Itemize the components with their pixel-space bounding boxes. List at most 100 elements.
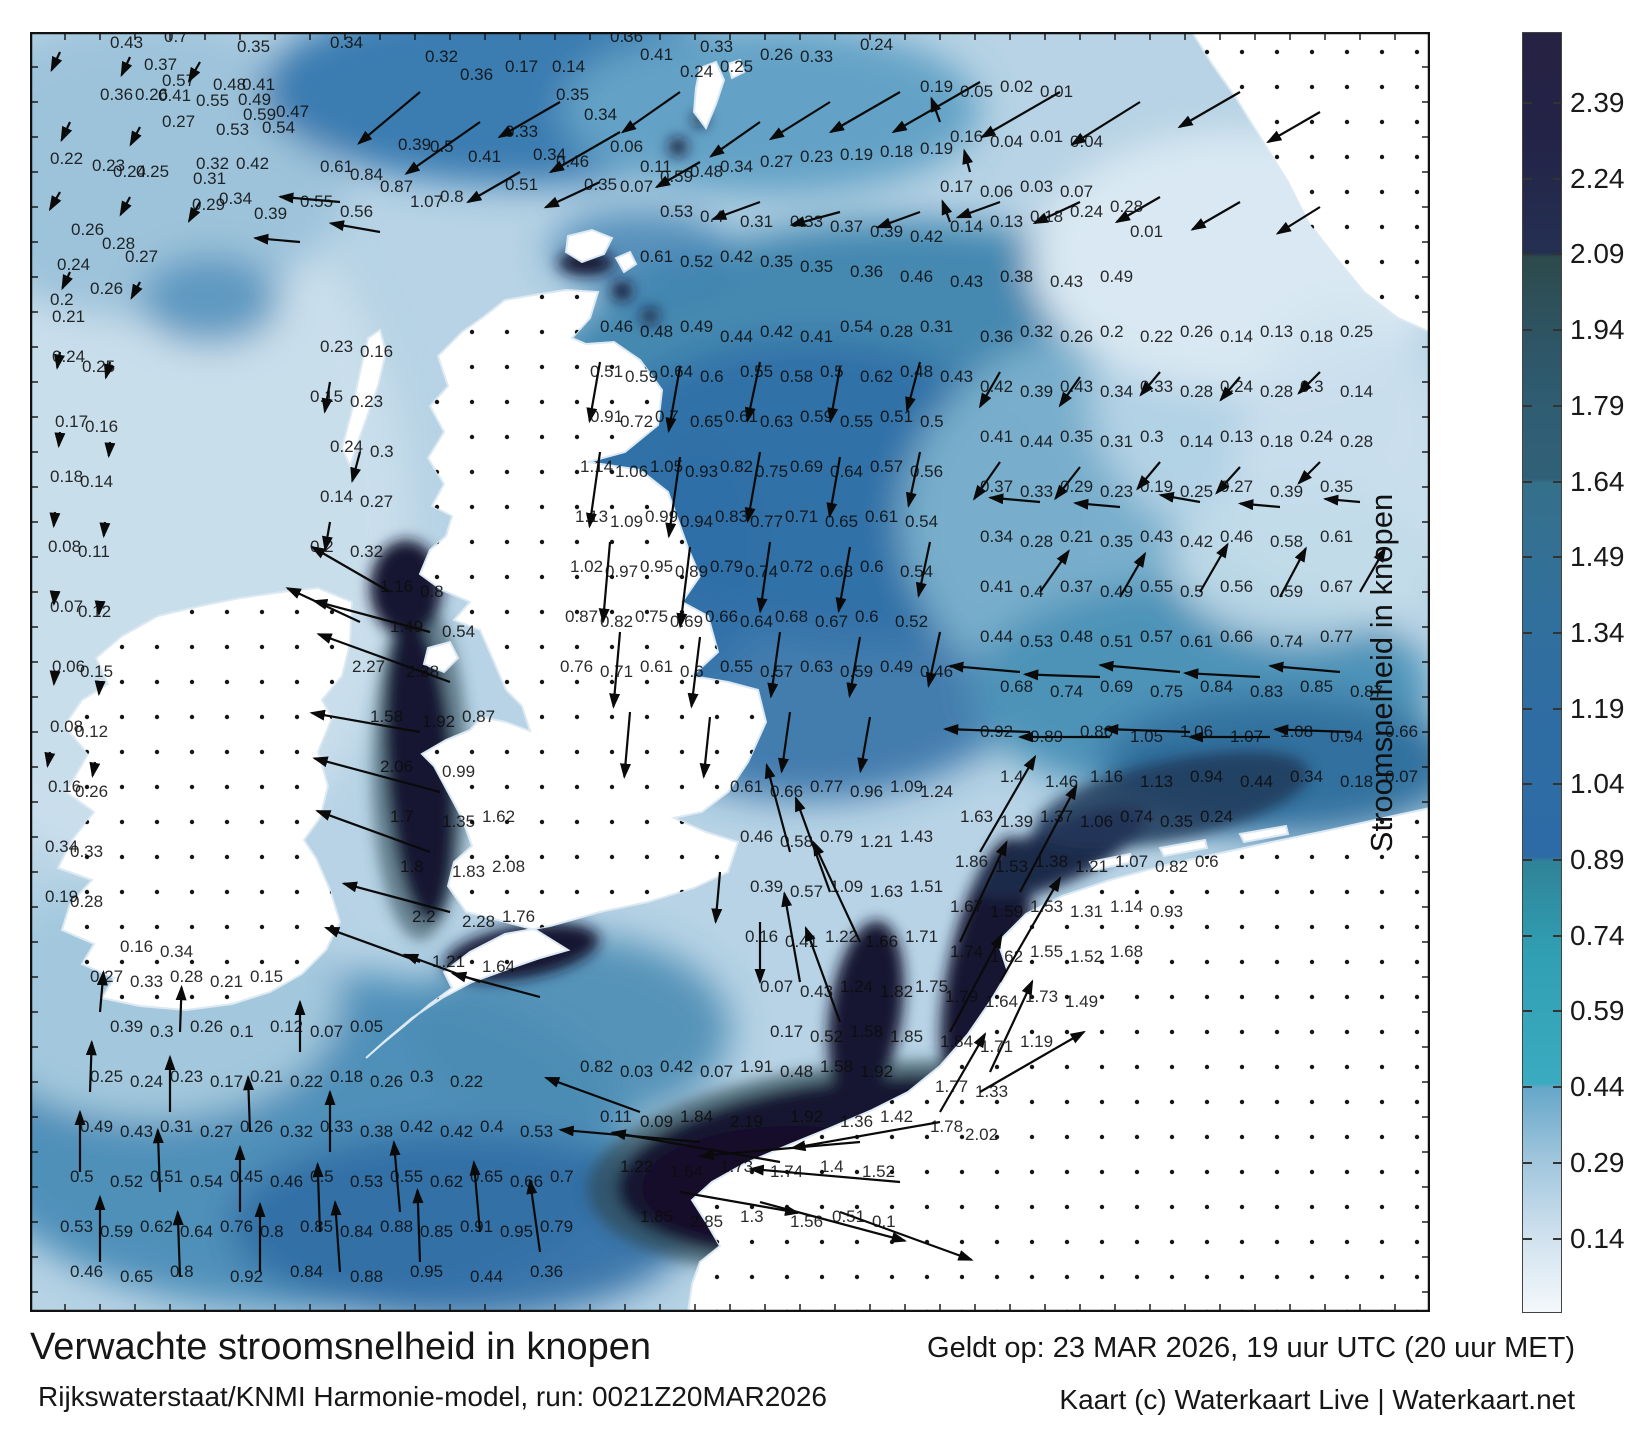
speed-value: 0.12	[78, 602, 111, 621]
speed-value: 0.01	[1030, 127, 1063, 146]
speed-value: 0.17	[210, 1072, 243, 1091]
colorbar-tick	[1553, 1237, 1562, 1240]
current-arrow	[103, 361, 115, 380]
current-arrow	[94, 680, 106, 697]
speed-value: 0.42	[980, 377, 1013, 396]
speed-value: 0.67	[815, 612, 848, 631]
current-arrow	[1297, 461, 1321, 485]
speed-value: 1.52	[1070, 947, 1103, 966]
speed-value: 0.82	[600, 612, 633, 631]
speed-value: 0.95	[410, 1262, 443, 1281]
speed-value: 1.62	[990, 947, 1023, 966]
speed-value: 0.48	[690, 162, 723, 181]
speed-value: 0.76	[560, 657, 593, 676]
current-arrow	[469, 1160, 482, 1233]
speed-value: 0.43	[1060, 377, 1093, 396]
speed-value: 0.84	[350, 165, 383, 184]
speed-value: 0.46	[270, 1172, 303, 1191]
speed-value: 0.42	[760, 322, 793, 341]
current-arrow	[948, 661, 1021, 674]
speed-value: 0.53	[1020, 632, 1053, 651]
current-arrow	[610, 1129, 781, 1164]
speed-value: 1.4	[1000, 767, 1024, 786]
speed-value: 0.74	[745, 562, 778, 581]
speed-value: 0.28	[1110, 197, 1143, 216]
speed-value: 0.66	[705, 607, 738, 626]
speed-value: 0.59	[100, 1222, 133, 1241]
current-arrow	[328, 220, 381, 234]
speed-value: 1.92	[860, 1062, 893, 1081]
current-arrow	[278, 192, 341, 204]
speed-value: 0.46	[600, 317, 633, 336]
speed-value: 1.78	[930, 1117, 963, 1136]
current-arrow	[548, 131, 621, 174]
speed-value: 0.53	[350, 1172, 383, 1191]
speed-value: 0.34	[980, 527, 1013, 546]
current-arrow	[949, 932, 1003, 1033]
speed-value: 0.39	[110, 1017, 143, 1036]
speed-value: 0.29	[1060, 477, 1093, 496]
speed-value: 0.44	[720, 327, 753, 346]
speed-value: 0.33	[70, 842, 103, 861]
current-arrow	[89, 761, 101, 778]
speed-value: 0.2	[310, 537, 334, 556]
speed-value: 0.41	[785, 932, 818, 951]
current-arrow	[1359, 546, 1387, 593]
colorbar-tick	[1553, 1086, 1562, 1089]
current-arrow	[987, 493, 1041, 505]
speed-value: 0.53	[216, 120, 249, 139]
speed-value: 1.71	[905, 927, 938, 946]
speed-value: 0.19	[45, 887, 78, 906]
speed-value: 1.06	[1080, 812, 1113, 831]
speed-value: 0.43	[120, 1122, 153, 1141]
current-arrow	[1054, 466, 1081, 501]
speed-value: 0.8	[440, 187, 464, 206]
speed-value: 1.36	[840, 1112, 873, 1131]
current-arrow	[357, 91, 421, 145]
speed-value: 0.6	[680, 662, 704, 681]
speed-value: 0.06	[52, 657, 85, 676]
speed-value: 0.42	[660, 1057, 693, 1076]
colorbar-tick-label: 2.24	[1570, 162, 1625, 194]
speed-value: 0.23	[320, 337, 353, 356]
speed-value: 0.28	[1260, 382, 1293, 401]
current-arrow	[1322, 494, 1361, 506]
speed-value: 0.5	[820, 362, 844, 381]
current-arrow	[620, 91, 681, 134]
speed-value: 0.05	[960, 82, 993, 101]
speed-value: 0.97	[605, 562, 638, 581]
current-arrow	[1266, 111, 1321, 144]
colorbar-tick	[1553, 783, 1562, 786]
speed-value: 0.51	[505, 175, 538, 194]
speed-value: 0.11	[600, 1107, 632, 1126]
speed-value: 0.34	[533, 145, 566, 164]
current-arrow	[839, 1210, 974, 1261]
speed-value: 0.48	[1060, 627, 1093, 646]
speed-value: 0.52	[680, 252, 713, 271]
speed-value: 0.47	[276, 102, 309, 121]
current-arrow	[1072, 498, 1121, 510]
speed-value: 0.84	[290, 1262, 323, 1281]
current-arrow	[699, 716, 712, 779]
speed-value: 0.33	[130, 972, 163, 991]
speed-value: 0.39	[750, 877, 783, 896]
speed-value: 1.14	[1110, 897, 1143, 916]
speed-value: 0.11	[640, 157, 672, 176]
current-arrow	[999, 876, 1062, 983]
colorbar-tick	[1523, 1237, 1532, 1240]
speed-value: 0.28	[1180, 382, 1213, 401]
speed-value: 1.13	[575, 507, 608, 526]
speed-value: 0.07	[1385, 767, 1418, 786]
colorbar-tick	[1523, 1010, 1532, 1013]
speed-value: 0.1	[872, 1212, 896, 1231]
current-arrow	[955, 200, 1001, 219]
current-arrow	[710, 200, 761, 221]
speed-value: 1.22	[825, 927, 858, 946]
speed-value: 0.62	[140, 1217, 173, 1236]
speed-value: 0.1	[230, 1022, 254, 1041]
speed-value: 1.49	[1065, 992, 1098, 1011]
speed-value: 1.05	[1130, 727, 1163, 746]
speed-value: 0.59	[243, 105, 276, 124]
speed-value: 1.58	[370, 707, 403, 726]
